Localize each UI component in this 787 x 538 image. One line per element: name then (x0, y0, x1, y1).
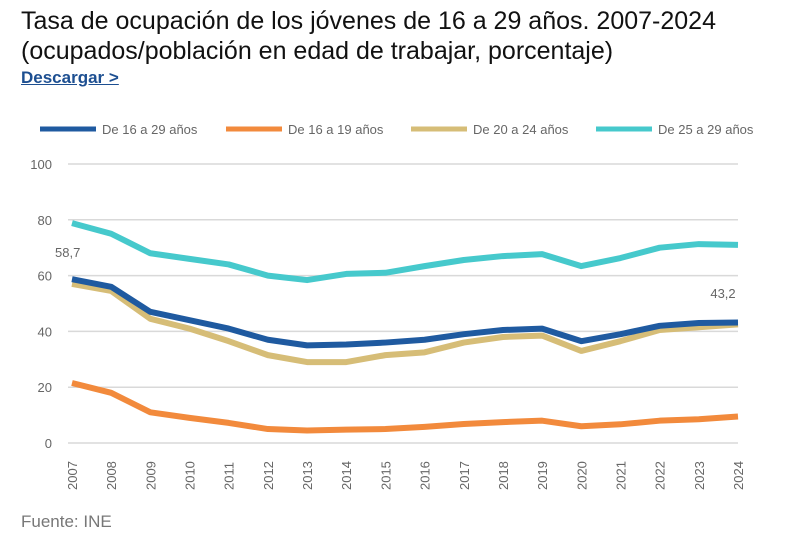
legend-label: De 25 a 29 años (658, 122, 754, 137)
source-note: Fuente: INE (21, 512, 112, 531)
x-tick-label: 2009 (143, 461, 158, 490)
x-tick-label: 2018 (496, 461, 511, 490)
x-tick-label: 2007 (65, 461, 80, 490)
y-tick-label: 40 (38, 324, 52, 339)
x-tick-label: 2012 (261, 461, 276, 490)
x-tick-label: 2011 (222, 462, 237, 490)
legend-label: De 16 a 19 años (288, 122, 384, 137)
legend-label: De 16 a 29 años (102, 122, 198, 137)
series-line (71, 220, 739, 284)
x-tick-label: 2021 (613, 461, 628, 490)
download-link[interactable]: Descargar > (21, 68, 119, 87)
y-tick-label: 100 (30, 157, 52, 172)
data-label: 58,7 (55, 245, 80, 260)
y-tick-label: 20 (38, 380, 52, 395)
page-title: Tasa de ocupación de los jóvenes de 16 a… (21, 7, 716, 65)
x-tick-label: 2013 (300, 461, 315, 490)
x-tick-label: 2008 (104, 461, 119, 490)
y-tick-label: 0 (45, 436, 52, 451)
x-tick-label: 2017 (457, 461, 472, 490)
data-label: 43,2 (710, 286, 735, 301)
x-tick-label: 2014 (339, 461, 354, 490)
series-line (71, 276, 739, 349)
x-tick-label: 2024 (731, 461, 746, 490)
x-tick-label: 2022 (653, 461, 668, 490)
series-line (71, 380, 739, 434)
x-tick-label: 2023 (692, 461, 707, 490)
x-tick-label: 2010 (183, 461, 198, 490)
legend-label: De 20 a 24 años (473, 122, 569, 137)
x-tick-label: 2015 (378, 461, 393, 490)
x-tick-label: 2020 (574, 461, 589, 490)
series-line (71, 281, 739, 366)
x-tick-label: 2016 (418, 461, 433, 490)
x-tick-label: 2019 (535, 461, 550, 490)
y-tick-label: 60 (38, 269, 52, 284)
y-tick-label: 80 (38, 213, 52, 228)
